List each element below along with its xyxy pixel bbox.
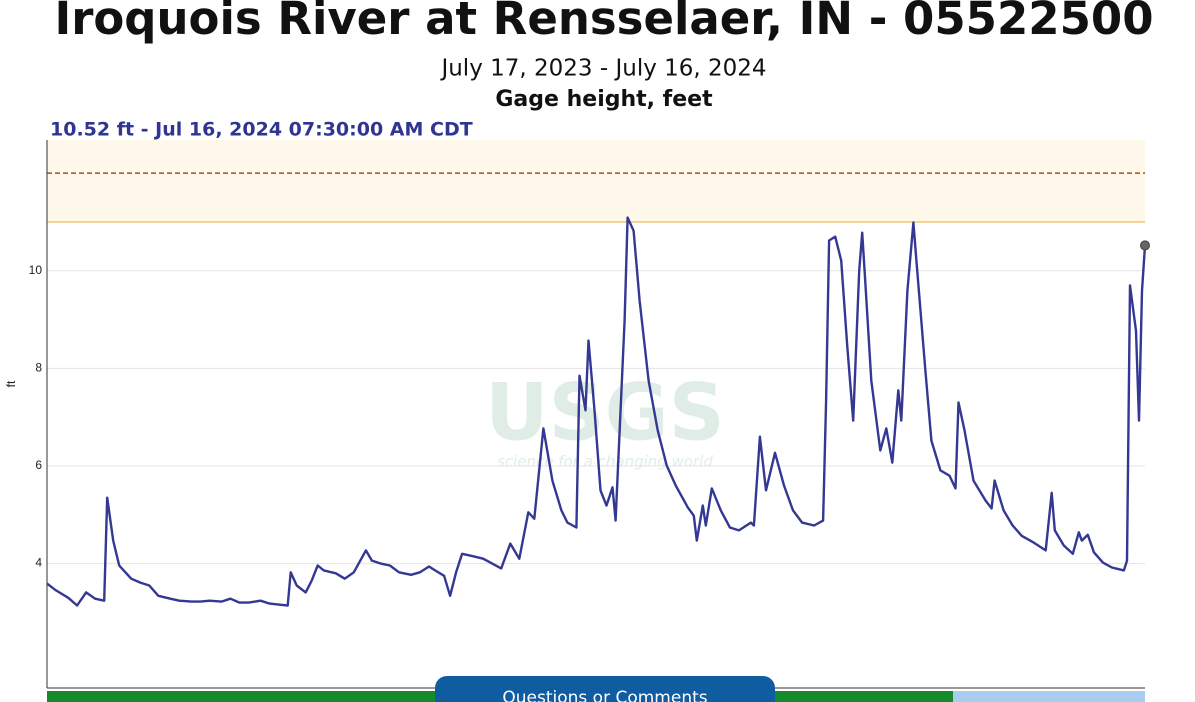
latest-point [1140,240,1150,251]
y-axis-label: ft [4,380,18,387]
watermark-tagline: science for a changing world [497,453,713,471]
footer-bar [953,691,1145,702]
data-line [46,216,1147,607]
y-tick-label: 10 [29,263,43,277]
y-tick-label: 8 [35,361,42,375]
y-tick-label: 6 [35,458,42,472]
chart-title: Iroquois River at Rensselaer, IN - 05522… [54,0,1153,45]
questions-button[interactable]: Questions or Comments [435,676,775,702]
subtitle: July 17, 2023 - July 16, 2024 [439,56,766,82]
series-label: Gage height, feet [495,87,713,112]
watermark: USGS [485,368,725,458]
y-tick-label: 4 [35,556,42,570]
current-reading: 10.52 ft - Jul 16, 2024 07:30:00 AM CDT [50,119,473,141]
threshold-band [47,140,1145,222]
